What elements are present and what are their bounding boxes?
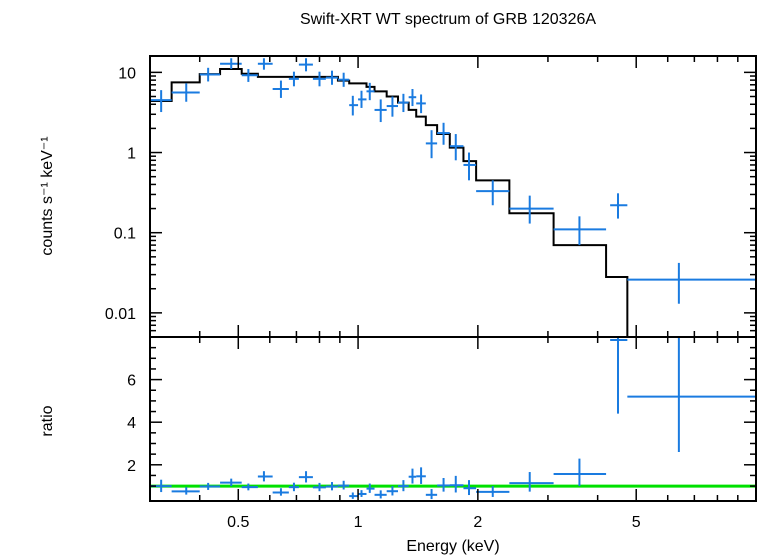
model-curve xyxy=(150,68,629,337)
spectrum-point-28 xyxy=(627,262,756,304)
ratio-point-9 xyxy=(312,482,326,492)
ratio-data-points xyxy=(150,337,756,500)
y-tick-label: 0.01 xyxy=(105,306,136,323)
model-step-line xyxy=(150,68,629,337)
ratio-point-19 xyxy=(416,467,426,484)
ratio-point-17 xyxy=(398,480,409,492)
ratio-point-14 xyxy=(366,483,375,493)
y-tick-label: 10 xyxy=(118,65,136,82)
spectrum-point-9 xyxy=(312,71,326,87)
ratio-point-12 xyxy=(349,492,359,499)
ratio-point-23 xyxy=(463,480,477,496)
spectrum-point-20 xyxy=(425,130,438,159)
ratio-y-label: ratio xyxy=(39,405,56,436)
x-tick-label: 1 xyxy=(354,514,363,531)
ratio-plot-frame xyxy=(149,336,757,502)
spectrum-point-14 xyxy=(366,82,375,101)
spectrum-point-8 xyxy=(298,58,313,72)
x-tick-label: 5 xyxy=(632,514,641,531)
x-tick-label: 0.5 xyxy=(227,514,249,531)
y-tick-label: 2 xyxy=(127,458,136,475)
spectrum-point-16 xyxy=(386,96,399,117)
spectrum-point-18 xyxy=(408,89,417,107)
ratio-point-13 xyxy=(358,490,367,497)
ratio-point-28 xyxy=(627,337,756,453)
spectrum-point-27 xyxy=(610,193,628,219)
spectrum-point-17 xyxy=(398,93,409,113)
spectrum-point-12 xyxy=(349,95,359,116)
spectrum-y-label: counts s⁻¹ keV⁻¹ xyxy=(39,136,56,255)
spectrum-y-axis: 0.01 0.1 1 10 xyxy=(105,65,756,338)
spectrum-point-22 xyxy=(449,134,464,161)
ratio-point-15 xyxy=(374,490,387,499)
y-tick-label: 1 xyxy=(127,146,136,163)
ratio-point-4 xyxy=(241,483,258,491)
ratio-point-21 xyxy=(437,477,450,492)
spectrum-point-19 xyxy=(416,94,426,114)
y-tick-label: 6 xyxy=(127,373,136,390)
ratio-point-27 xyxy=(610,337,628,414)
spectrum-point-23 xyxy=(463,152,477,181)
ratio-point-8 xyxy=(298,471,313,483)
x-tick-label: 2 xyxy=(473,514,482,531)
ratio-point-20 xyxy=(425,489,438,500)
ratio-point-6 xyxy=(272,488,289,496)
spectrum-point-13 xyxy=(358,90,367,108)
spectrum-panel: 0.01 0.1 1 10 counts s⁻¹ keV⁻¹ xyxy=(39,55,757,338)
ratio-y-axis: 2 4 6 xyxy=(127,346,756,487)
ratio-point-16 xyxy=(386,486,399,496)
ratio-point-7 xyxy=(288,482,299,492)
spectrum-point-2 xyxy=(199,67,221,82)
ratio-point-1 xyxy=(171,487,200,495)
ratio-point-22 xyxy=(449,475,464,493)
ratio-point-25 xyxy=(509,472,554,492)
y-tick-label: 0.1 xyxy=(114,226,136,243)
ratio-point-10 xyxy=(325,482,338,491)
spectrum-point-25 xyxy=(509,195,554,224)
ratio-panel: 2 4 6 0.5 1 2 5 ratio xyxy=(39,336,757,531)
spectrum-point-6 xyxy=(272,80,289,98)
ratio-point-11 xyxy=(337,480,350,490)
chart-title: Swift-XRT WT spectrum of GRB 120326A xyxy=(300,11,596,28)
ratio-point-3 xyxy=(220,478,242,487)
ratio-point-2 xyxy=(199,482,221,490)
ratio-point-24 xyxy=(476,486,510,497)
ratio-point-5 xyxy=(257,471,273,482)
spectrum-point-0 xyxy=(150,90,172,113)
spectrum-plot-frame xyxy=(149,55,757,338)
spectrum-point-5 xyxy=(257,58,273,70)
ratio-point-26 xyxy=(553,458,607,487)
ratio-point-18 xyxy=(408,468,417,484)
y-tick-label: 4 xyxy=(127,415,136,432)
spectrum-point-4 xyxy=(241,69,258,82)
spectrum-point-26 xyxy=(553,216,607,246)
spectrum-point-11 xyxy=(337,72,350,87)
spectrum-point-1 xyxy=(171,83,200,102)
x-axis-label: Energy (keV) xyxy=(406,538,499,555)
spectrum-x-ticks xyxy=(149,56,757,337)
spectrum-point-21 xyxy=(437,122,450,145)
spectrum-data-points xyxy=(150,58,756,304)
spectrum-point-24 xyxy=(476,180,510,206)
spectrum-point-15 xyxy=(374,99,387,123)
spectrum-point-10 xyxy=(325,70,338,85)
spectrum-point-7 xyxy=(288,71,299,87)
